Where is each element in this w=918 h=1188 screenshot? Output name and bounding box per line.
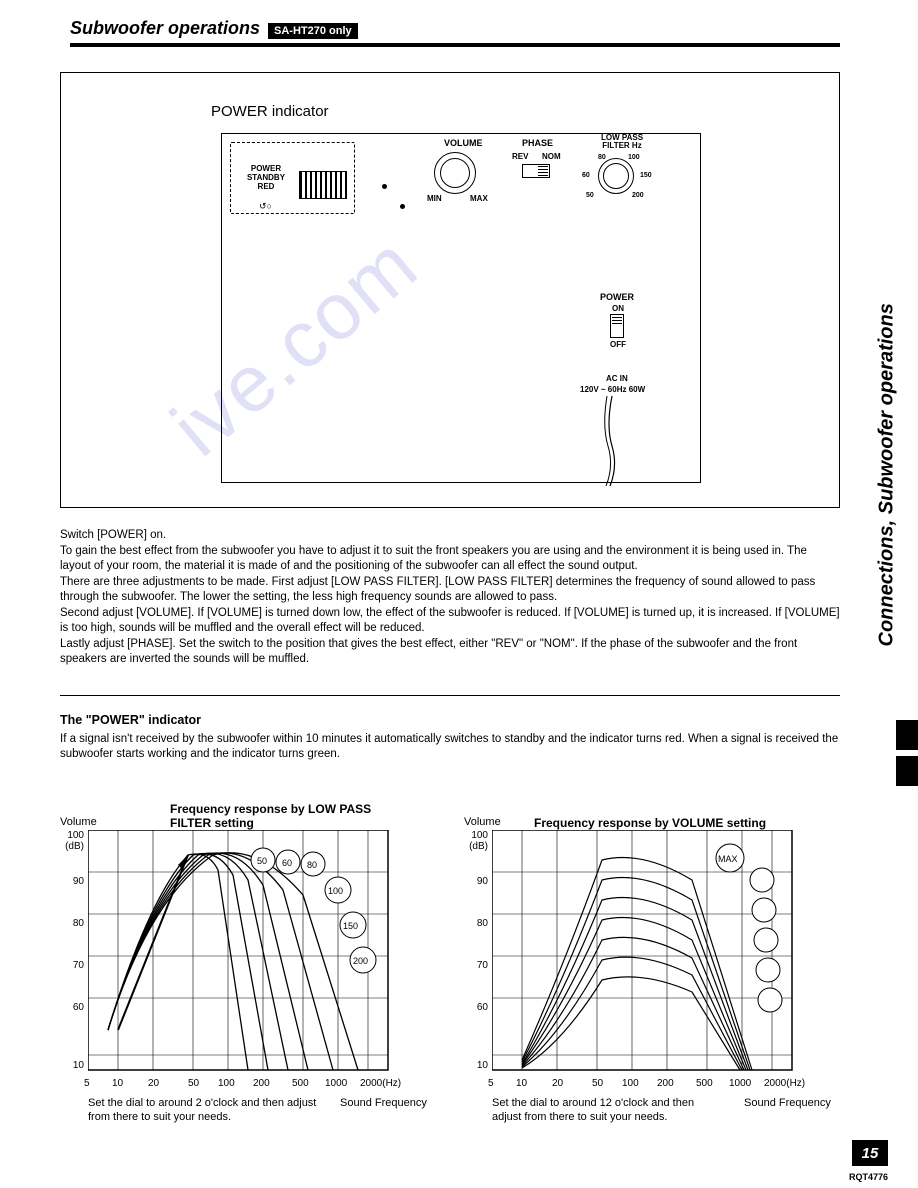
- divider: [60, 695, 840, 696]
- lpf-tick-150: 150: [640, 172, 652, 179]
- y-60: 60: [58, 1002, 84, 1013]
- phase-nom-label: NOM: [542, 152, 561, 161]
- phase-label: PHASE: [522, 138, 553, 148]
- side-index-markers: [896, 720, 918, 792]
- x-100: 100: [218, 1078, 235, 1089]
- svg-text:60: 60: [282, 858, 292, 868]
- y-10: 10: [58, 1060, 84, 1071]
- y-100: 100(dB): [58, 830, 84, 852]
- lpf-knob-icon: [598, 158, 634, 194]
- x2-10: 10: [516, 1078, 527, 1089]
- svg-text:200: 200: [353, 956, 368, 966]
- x-5: 5: [84, 1078, 90, 1089]
- header-title: Subwoofer operations: [70, 18, 260, 39]
- phase-switch-icon: [522, 164, 550, 178]
- power-indicator-label: POWER indicator: [211, 103, 329, 120]
- power-on-label: ON: [612, 304, 624, 313]
- vol-max-label: MAX: [470, 194, 488, 203]
- para-3: There are three adjustments to be made. …: [60, 575, 840, 606]
- y2-60: 60: [462, 1002, 488, 1013]
- x-10: 10: [112, 1078, 123, 1089]
- power-standby-area: POWER STANDBY RED ↺○: [230, 142, 355, 214]
- ac-in-label: AC IN: [606, 374, 628, 383]
- power-switch-icon: [610, 314, 624, 338]
- x-1000: 1000: [325, 1078, 347, 1089]
- y-90: 90: [58, 876, 84, 887]
- panel-outline: POWER STANDBY RED ↺○ VOLUME MIN MAX PHAS…: [221, 133, 701, 483]
- instructions-text: Switch [POWER] on. To gain the best effe…: [60, 528, 840, 668]
- page-header: Subwoofer operations SA-HT270 only: [70, 18, 840, 47]
- lpf-tick-100: 100: [628, 154, 640, 161]
- ac-spec-label: 120V ~ 60Hz 60W: [580, 385, 645, 394]
- x2-50: 50: [592, 1078, 603, 1089]
- chart2-ylabel: Volume: [464, 816, 501, 828]
- power-standby-label: POWER STANDBY RED: [241, 165, 291, 191]
- x2-200: 200: [657, 1078, 674, 1089]
- x2-100: 100: [622, 1078, 639, 1089]
- page-number: 15: [852, 1140, 888, 1166]
- chart1-title: Frequency response by LOW PASS FILTER se…: [170, 802, 390, 830]
- lpf-label: LOW PASS FILTER Hz: [592, 134, 652, 150]
- svg-text:100: 100: [328, 886, 343, 896]
- vol-min-label: MIN: [427, 194, 442, 203]
- dot-icon: [400, 204, 405, 209]
- x2-20: 20: [552, 1078, 563, 1089]
- power-indicator-text: If a signal isn't received by the subwoo…: [60, 732, 840, 763]
- chart2-caption: Set the dial to around 12 o'clock and th…: [492, 1096, 722, 1125]
- chart2-sound-freq: Sound Frequency: [744, 1096, 831, 1110]
- terminal-block-icon: [299, 171, 347, 199]
- volume-label: VOLUME: [444, 138, 483, 148]
- para-1: Switch [POWER] on.: [60, 528, 840, 544]
- lpf-tick-80: 80: [598, 154, 606, 161]
- doc-code: RQT4776: [849, 1172, 888, 1182]
- x2-5: 5: [488, 1078, 494, 1089]
- para-5: Lastly adjust [PHASE]. Set the switch to…: [60, 637, 840, 668]
- side-tab: Connections, Subwoofer operations: [872, 220, 900, 720]
- chart1-ylabel: Volume: [60, 816, 97, 828]
- svg-text:150: 150: [343, 921, 358, 931]
- header-badge: SA-HT270 only: [268, 23, 358, 39]
- phase-rev-label: REV: [512, 152, 528, 161]
- dot-icon: [382, 184, 387, 189]
- y-70: 70: [58, 960, 84, 971]
- volume-knob-icon: [434, 152, 476, 194]
- chart1-svg: 50 60 80 100 150 200: [88, 830, 408, 1088]
- x-50: 50: [188, 1078, 199, 1089]
- x-500: 500: [292, 1078, 309, 1089]
- lpf-tick-50: 50: [586, 192, 594, 199]
- lpf-tick-60: 60: [582, 172, 590, 179]
- y2-80: 80: [462, 918, 488, 929]
- y2-100: 100(dB): [462, 830, 488, 852]
- cable-icon: [604, 396, 620, 486]
- para-2: To gain the best effect from the subwoof…: [60, 544, 840, 575]
- para-4: Second adjust [VOLUME]. If [VOLUME] is t…: [60, 606, 840, 637]
- y2-90: 90: [462, 876, 488, 887]
- chart2-svg: MAX: [492, 830, 812, 1088]
- power-indicator-heading: The "POWER" indicator: [60, 712, 840, 729]
- chart2-title: Frequency response by VOLUME setting: [534, 816, 766, 830]
- y-80: 80: [58, 918, 84, 929]
- x-2000: 2000(Hz): [360, 1078, 401, 1089]
- y2-10: 10: [462, 1060, 488, 1071]
- svg-text:MAX: MAX: [718, 854, 738, 864]
- x2-1000: 1000: [729, 1078, 751, 1089]
- power-switch-label: POWER: [600, 292, 634, 302]
- subwoofer-panel-diagram: POWER indicator POWER STANDBY RED ↺○ VOL…: [60, 72, 840, 508]
- arrow-circle-icon: ↺○: [259, 201, 272, 212]
- lpf-tick-200: 200: [632, 192, 644, 199]
- chart1-caption: Set the dial to around 2 o'clock and the…: [88, 1096, 318, 1125]
- x-20: 20: [148, 1078, 159, 1089]
- x2-500: 500: [696, 1078, 713, 1089]
- y2-70: 70: [462, 960, 488, 971]
- chart1-sound-freq: Sound Frequency: [340, 1096, 427, 1110]
- side-tab-text: Connections, Subwoofer operations: [876, 317, 899, 647]
- x2-2000: 2000(Hz): [764, 1078, 805, 1089]
- x-200: 200: [253, 1078, 270, 1089]
- svg-text:80: 80: [307, 860, 317, 870]
- svg-text:50: 50: [257, 856, 267, 866]
- power-indicator-section: The "POWER" indicator If a signal isn't …: [60, 712, 840, 763]
- power-off-label: OFF: [610, 340, 626, 349]
